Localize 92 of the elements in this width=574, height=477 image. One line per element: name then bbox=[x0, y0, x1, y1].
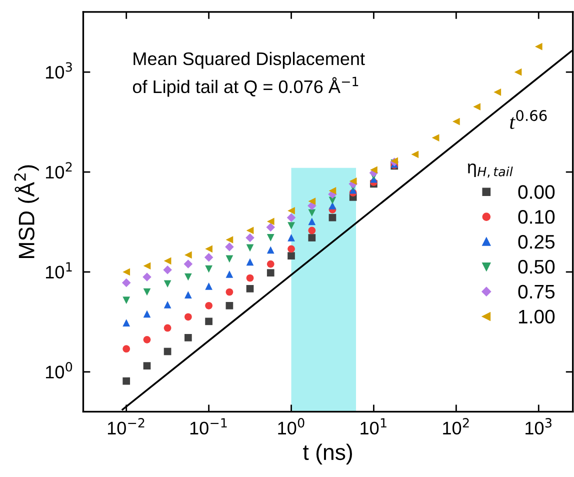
point bbox=[308, 226, 316, 234]
point bbox=[349, 177, 357, 185]
legend-label: 1.00 bbox=[518, 310, 555, 324]
point bbox=[164, 301, 172, 308]
point bbox=[163, 265, 172, 274]
legend-label: 0.25 bbox=[518, 234, 555, 249]
point bbox=[184, 260, 193, 268]
point bbox=[164, 348, 172, 356]
annotation: Mean Squared Displacement of Lipid tail at Q = 0.076 Å$^{−1}$ bbox=[132, 52, 365, 97]
point bbox=[184, 334, 192, 342]
point bbox=[184, 291, 192, 299]
point bbox=[514, 68, 522, 76]
point bbox=[473, 103, 480, 110]
point bbox=[328, 214, 336, 222]
point bbox=[143, 310, 151, 318]
point bbox=[225, 242, 234, 252]
point bbox=[266, 269, 274, 277]
x-tick-label: 10$^{−2}$ bbox=[108, 418, 144, 434]
point bbox=[122, 268, 130, 276]
point bbox=[308, 198, 316, 205]
point bbox=[226, 270, 234, 278]
point bbox=[122, 345, 130, 353]
y-tick-label: 10$^{1}$ bbox=[46, 262, 72, 279]
point bbox=[308, 209, 316, 217]
point bbox=[205, 282, 212, 290]
point bbox=[308, 218, 316, 226]
point bbox=[184, 251, 192, 259]
point bbox=[266, 260, 274, 268]
point bbox=[370, 166, 378, 174]
point bbox=[184, 313, 192, 321]
x-tick-label: 10$^{2}$ bbox=[443, 418, 469, 434]
x-tick-label: 10$^{0}$ bbox=[278, 418, 304, 434]
point bbox=[226, 302, 234, 310]
x-axis-title: t (ns) bbox=[303, 444, 352, 464]
point bbox=[246, 233, 254, 242]
point bbox=[328, 202, 336, 210]
point bbox=[534, 42, 542, 50]
point bbox=[164, 280, 172, 288]
point bbox=[308, 234, 316, 242]
point bbox=[288, 234, 295, 242]
point bbox=[122, 377, 130, 385]
point bbox=[205, 245, 212, 253]
point bbox=[286, 213, 296, 222]
x-tick-label: 10$^{3}$ bbox=[526, 418, 552, 434]
point bbox=[246, 226, 254, 234]
point bbox=[204, 252, 214, 262]
legend-title: η$_{H,tail}$ bbox=[468, 164, 513, 178]
point bbox=[143, 362, 151, 370]
legend-label: 0.10 bbox=[518, 210, 555, 224]
y-tick-label: 10$^{0}$ bbox=[46, 362, 72, 378]
point bbox=[226, 236, 234, 244]
point bbox=[452, 118, 460, 126]
point bbox=[143, 288, 151, 296]
point bbox=[142, 272, 152, 282]
point bbox=[122, 278, 131, 288]
point bbox=[266, 246, 274, 254]
point bbox=[266, 234, 274, 242]
legend-label: 0.75 bbox=[518, 284, 555, 299]
legend-label: 0.00 bbox=[518, 185, 555, 199]
point bbox=[328, 187, 336, 194]
point bbox=[288, 207, 295, 214]
point bbox=[226, 288, 234, 296]
point bbox=[266, 218, 274, 226]
point bbox=[246, 274, 254, 282]
point bbox=[226, 255, 234, 263]
point bbox=[288, 222, 295, 230]
point bbox=[184, 273, 192, 281]
point bbox=[288, 245, 295, 253]
point bbox=[143, 336, 151, 344]
point bbox=[143, 262, 151, 270]
annotation: t$^{0.66}$ bbox=[510, 110, 547, 130]
point bbox=[164, 257, 172, 265]
point bbox=[122, 319, 130, 326]
point bbox=[494, 88, 502, 96]
point bbox=[164, 324, 172, 332]
point bbox=[266, 222, 276, 232]
x-tick-label: 10$^{−1}$ bbox=[190, 418, 227, 435]
point bbox=[411, 150, 419, 158]
point bbox=[122, 296, 130, 304]
x-tick-label: 10$^{1}$ bbox=[360, 418, 386, 435]
point bbox=[205, 302, 212, 310]
legend-label: 0.50 bbox=[518, 260, 555, 274]
y-axis-title: MSD (Å$^{2}$) bbox=[14, 165, 39, 258]
y-tick-label: 10$^{2}$ bbox=[46, 162, 72, 179]
y-tick-label: 10$^{3}$ bbox=[46, 62, 72, 79]
point bbox=[205, 265, 212, 273]
point bbox=[246, 244, 254, 252]
point bbox=[288, 252, 295, 260]
point bbox=[246, 258, 254, 266]
point bbox=[432, 134, 440, 142]
point bbox=[246, 285, 254, 292]
point bbox=[205, 318, 212, 326]
